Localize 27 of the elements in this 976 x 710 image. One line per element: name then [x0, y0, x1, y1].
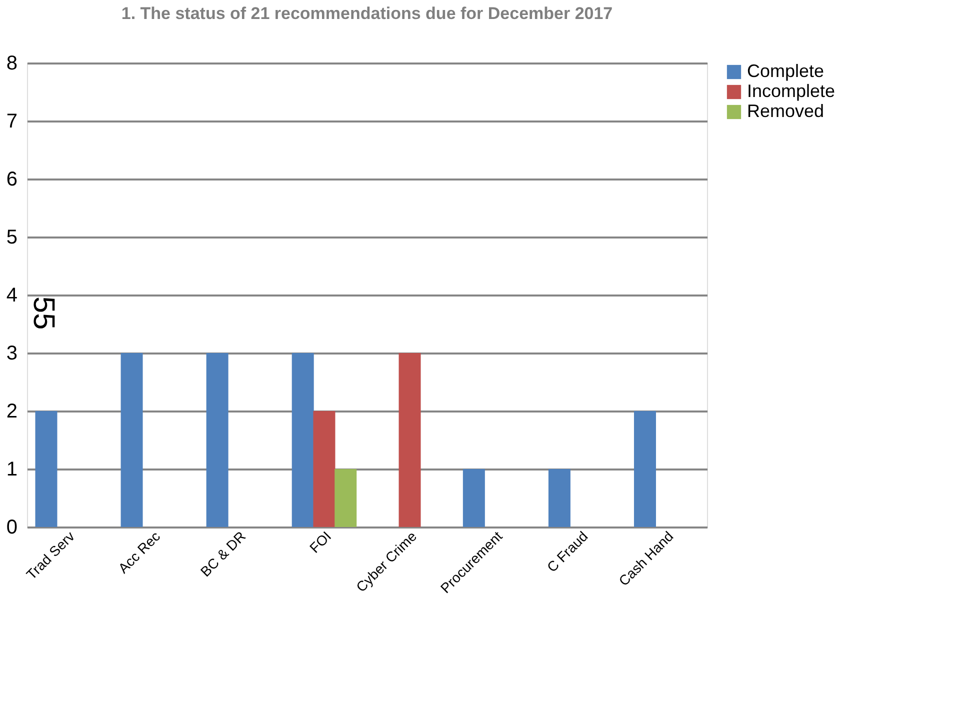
y-tick-label: 3: [6, 342, 18, 364]
y-tick-label: 2: [6, 400, 18, 422]
y-tick-label: 0: [6, 516, 18, 538]
y-tick-label: 5: [6, 226, 18, 248]
bar: [313, 411, 336, 527]
bar: [462, 469, 485, 527]
bar: [206, 353, 228, 527]
legend-label: Incomplete: [747, 81, 836, 101]
bar: [634, 411, 656, 527]
x-tick-label: BC & DR: [197, 528, 249, 580]
bar: [398, 353, 421, 527]
y-tick-label: 1: [6, 458, 18, 480]
annotation: 55: [27, 296, 60, 330]
bar: [120, 353, 143, 527]
bar: [548, 469, 570, 527]
bar: [35, 411, 58, 527]
y-tick-label: 6: [6, 168, 18, 190]
bar: [292, 353, 314, 527]
bar: [334, 469, 357, 527]
legend-label: Removed: [747, 101, 824, 121]
legend-label: Complete: [747, 61, 824, 81]
y-tick-label: 8: [6, 52, 18, 74]
y-tick-label: 4: [6, 284, 18, 306]
chart-title: 1. The status of 21 recommendations due for December 2017: [121, 4, 613, 23]
y-tick-label: 7: [6, 110, 18, 132]
x-tick-label: Acc Rec: [114, 528, 164, 576]
x-tick-label: FOI: [306, 528, 334, 556]
